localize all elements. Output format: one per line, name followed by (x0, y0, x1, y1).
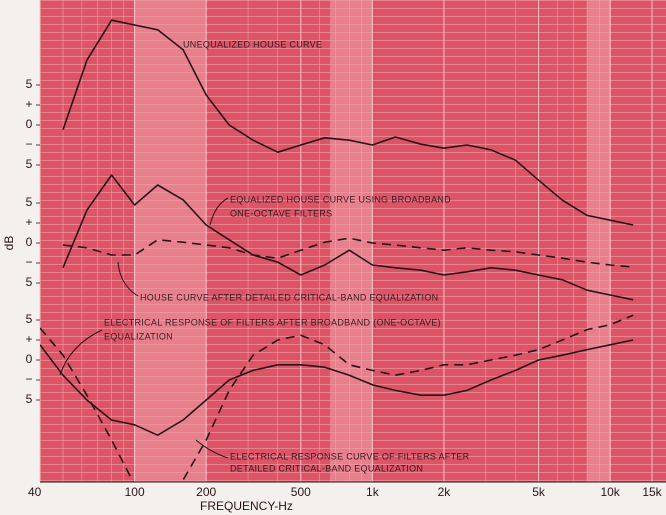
curve (62, 237, 634, 268)
x-tick-label: 2k (438, 485, 452, 499)
leader (117, 261, 139, 297)
leader-lines (59, 197, 229, 459)
y-tick-label: 0 (26, 352, 33, 366)
x-tick-label: 10k (600, 485, 620, 499)
y-tick-label: 0 (26, 235, 33, 249)
annotation: ELECTRICAL RESPONSE OF FILTERS AFTER BRO… (104, 317, 441, 327)
y-tick-label: 0 (26, 117, 33, 131)
curve (40, 314, 634, 482)
annotation: HOUSE CURVE AFTER DETAILED CRITICAL-BAND… (140, 292, 438, 302)
x-axis-label: FREQUENCY-Hz (200, 499, 293, 513)
y-tick-label: 5 (26, 77, 33, 91)
y-tick-label: 5 (26, 157, 33, 171)
annotation: EQUALIZED HOUSE CURVE USING BROADBAND (230, 194, 451, 204)
curves (40, 19, 634, 482)
y-tick-label: + (25, 215, 32, 229)
curve (62, 19, 634, 226)
leader (209, 197, 229, 226)
curve (62, 174, 634, 301)
annotation: EQUALIZATION (104, 331, 173, 341)
x-tick-label: 100 (125, 485, 145, 499)
y-tick-label: + (25, 97, 32, 111)
x-tick-label: 15k (642, 485, 662, 499)
x-tick-label: 1k (366, 485, 380, 499)
paper-vertical-lines (39, 0, 653, 482)
y-tick-label: − (25, 137, 32, 151)
leader (195, 439, 229, 459)
y-tick-label: 5 (26, 392, 33, 406)
curve (40, 339, 634, 436)
x-tick-label: 40 (28, 485, 42, 499)
annotation: ONE-OCTAVE FILTERS (230, 208, 332, 218)
y-axis-label: dB (2, 236, 16, 251)
x-tick-label: 500 (291, 485, 311, 499)
x-tick-label: 200 (196, 485, 216, 499)
annotation: UNEQUALIZED HOUSE CURVE (183, 39, 322, 49)
y-tick-label: + (25, 332, 32, 346)
annotation: DETAILED CRITICAL-BAND EQUALIZATION (230, 463, 423, 473)
leader (59, 329, 103, 376)
x-tick-label: 5k (532, 485, 546, 499)
y-tick-label: 5 (26, 195, 33, 209)
paper-grid (40, 0, 666, 482)
y-tick-label: − (25, 255, 32, 269)
annotation: ELECTRICAL RESPONSE CURVE OF FILTERS AFT… (230, 451, 470, 461)
y-tick-label: − (25, 372, 32, 386)
y-tick-label: 5 (26, 312, 33, 326)
y-tick-label: 5 (26, 275, 33, 289)
